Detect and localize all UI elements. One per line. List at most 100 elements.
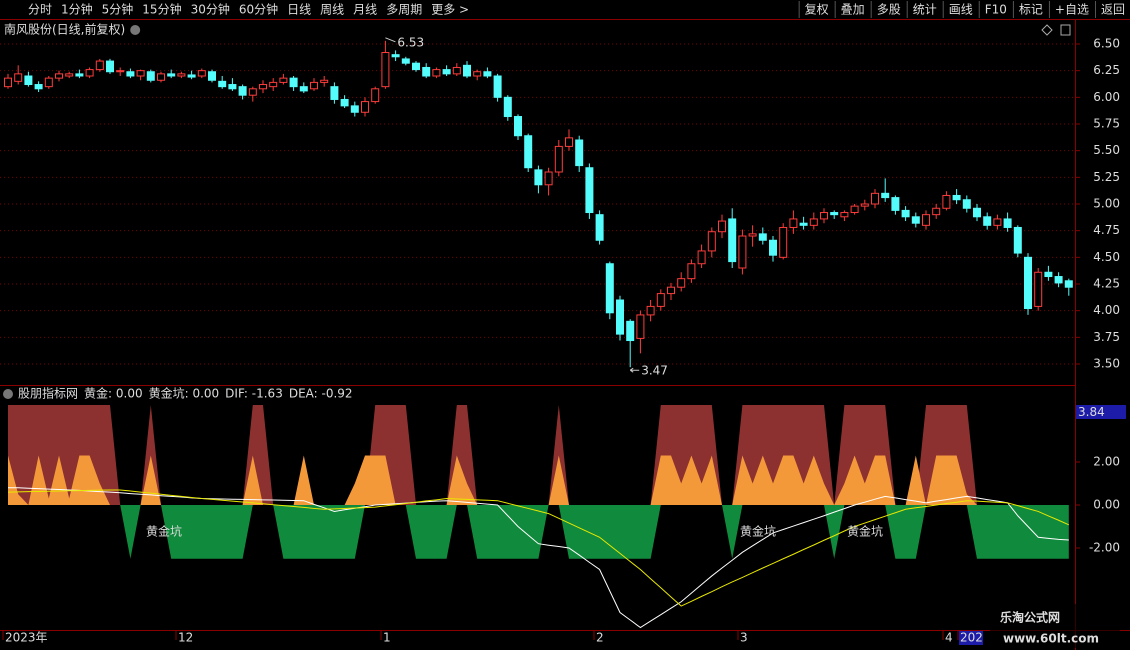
toolbar-item[interactable]: 60分钟 — [239, 2, 278, 17]
candle-body — [687, 263, 696, 280]
candle-body — [544, 171, 553, 186]
candle-body — [830, 212, 839, 216]
candle-body — [1024, 256, 1032, 310]
candle-body — [901, 209, 910, 218]
candle-body — [310, 81, 318, 90]
candle-body — [330, 86, 339, 100]
candle-body — [1013, 226, 1022, 254]
candle-body — [136, 70, 145, 77]
title-icon[interactable] — [130, 25, 141, 35]
annotation: 黄金坑 — [847, 524, 883, 539]
candle-body — [197, 70, 206, 77]
x-label: 1 — [383, 631, 391, 645]
candle-body — [361, 101, 369, 113]
candle-body — [106, 60, 114, 73]
toolbar-item[interactable]: 1分钟 — [61, 2, 93, 17]
axis-flag-box — [1076, 405, 1126, 419]
candle-body — [34, 84, 43, 90]
y-tick-label: 5.50 — [1093, 143, 1120, 157]
y-tick-label: 4.25 — [1093, 276, 1120, 290]
toolbar-item[interactable]: 周线 — [320, 3, 344, 17]
annotation: 黄金坑 — [146, 524, 182, 539]
toolbar-button[interactable]: F10 — [985, 3, 1007, 17]
toolbar-button[interactable]: 多股 — [877, 3, 901, 17]
toolbar-item[interactable]: 30分钟 — [191, 2, 230, 17]
candle-body — [463, 64, 471, 77]
toolbar-item[interactable]: 5分钟 — [102, 2, 134, 17]
y-tick-label: 6.25 — [1093, 63, 1120, 77]
y-tick-label: 5.75 — [1093, 116, 1120, 130]
candle-body — [187, 74, 196, 78]
candle-body — [177, 73, 186, 77]
y-tick-label: 6.50 — [1093, 36, 1120, 50]
candle-body — [126, 71, 135, 77]
toolbar-item[interactable]: 多周期 — [386, 3, 422, 17]
toolbar-button[interactable]: 复权 — [805, 3, 829, 17]
x-label: 2 — [596, 631, 604, 645]
candle-body — [789, 218, 798, 228]
watermark: 乐淘公式网 — [1000, 610, 1060, 625]
candle-body — [299, 86, 308, 92]
candle-body — [707, 231, 716, 252]
toolbar-item[interactable]: 更多 > — [431, 3, 469, 17]
candle-body — [391, 54, 400, 58]
collapse-icon[interactable] — [3, 389, 13, 399]
toolbar-item[interactable]: 分时 — [28, 3, 52, 17]
watermark-box — [990, 604, 1120, 648]
candle-body — [932, 207, 941, 216]
toolbar-item[interactable]: 15分钟 — [142, 2, 181, 17]
indicator-line — [8, 487, 1069, 629]
y-tick-label: 5.25 — [1093, 170, 1120, 184]
toolbar-button[interactable]: 叠加 — [841, 3, 865, 17]
indicator-area — [8, 455, 1069, 505]
candle-body — [840, 212, 849, 218]
candle-body — [24, 75, 33, 86]
candle-body — [718, 220, 726, 233]
indicator-header: DEA: -0.92 — [289, 387, 353, 401]
y-tick-label: 4.50 — [1093, 250, 1120, 264]
toolbar-button[interactable]: 画线 — [949, 3, 973, 17]
candle-body — [340, 98, 349, 107]
icon[interactable] — [1060, 24, 1071, 36]
annotation: 黄金坑 — [740, 524, 776, 539]
candle-body — [279, 77, 288, 83]
candle-body — [65, 73, 74, 77]
date-flag-box — [959, 631, 983, 645]
candle-body — [820, 212, 828, 220]
x-label: 3 — [740, 631, 748, 645]
toolbar-button[interactable]: 返回 — [1101, 3, 1125, 17]
indicator-area — [8, 405, 1069, 505]
axis-flag: 3.84 — [1078, 405, 1105, 419]
candle-body — [646, 305, 655, 316]
x-label: 202 — [960, 631, 983, 645]
candle-body — [208, 71, 216, 81]
candle-body — [962, 199, 971, 209]
toolbar-button[interactable]: +自选 — [1055, 3, 1089, 17]
candle-body — [585, 167, 594, 214]
candle-body — [146, 71, 155, 81]
icon[interactable] — [1041, 24, 1053, 36]
candle-body — [432, 69, 441, 77]
toolbar-item[interactable]: 月线 — [353, 3, 377, 17]
y-tick-label: 0.00 — [1093, 498, 1120, 512]
candle-body — [483, 71, 492, 77]
stock-title: 南风股份(日线,前复权) — [4, 22, 125, 37]
candle-body — [595, 214, 604, 241]
x-label: 4 — [945, 631, 953, 645]
indicator-header: 黄金: 0.00 — [84, 386, 143, 401]
candle-body — [748, 233, 757, 237]
toolbar-button[interactable]: 统计 — [913, 3, 937, 17]
low-arrow — [629, 367, 640, 373]
candle-body — [871, 192, 879, 205]
candle-body — [422, 66, 431, 77]
indicator-area — [8, 505, 1069, 559]
candle-body — [952, 194, 961, 201]
candle-body — [636, 314, 645, 339]
candle-body — [4, 77, 12, 88]
toolbar-button[interactable]: 标记 — [1019, 3, 1043, 17]
toolbar-item[interactable]: 日线 — [287, 3, 311, 17]
candle-body — [412, 62, 420, 71]
candle-body — [289, 77, 298, 88]
